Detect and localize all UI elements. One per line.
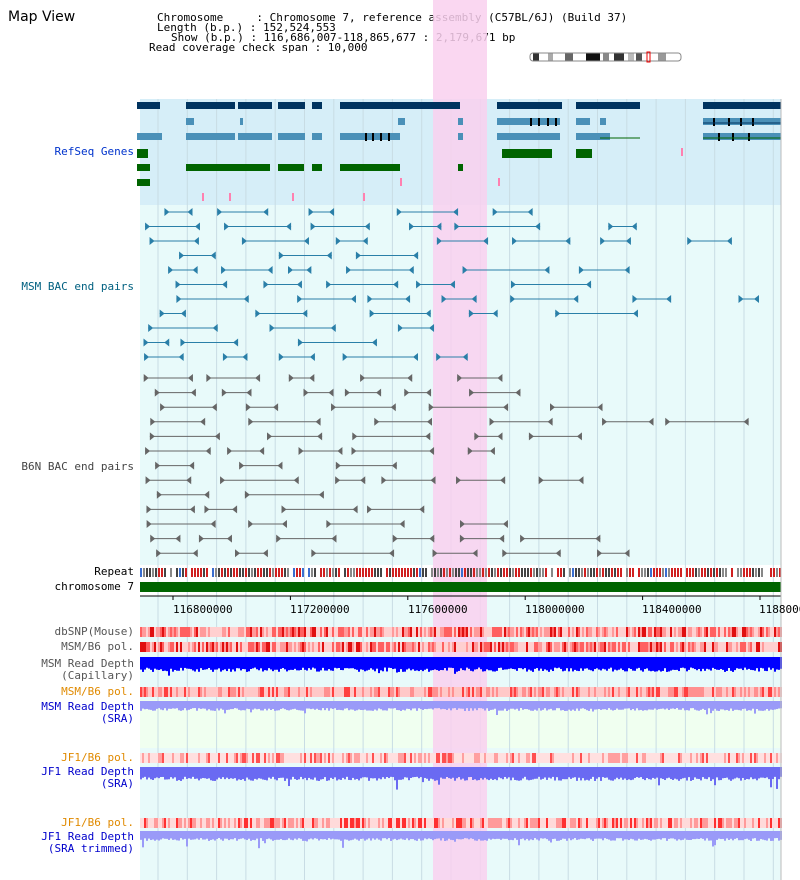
axis-tick-label: 118400000	[642, 603, 702, 616]
header-coverage: Read coverage check span : 10,000	[149, 41, 368, 54]
track-label-msm-b6-pol[interactable]: MSM/B6 pol.	[61, 640, 134, 653]
axis-tick-label: 117600000	[408, 603, 468, 616]
track-label-jf1-depth-sra[interactable]: JF1 Read Depth (SRA)	[41, 765, 134, 790]
track-label-msm-depth-capillary[interactable]: MSM Read Depth (Capillary)	[41, 657, 134, 682]
axis-tick-label: 118000000	[525, 603, 585, 616]
header-length: Length (b.p.) : 152,524,553	[157, 21, 336, 34]
track-label-dbsnp[interactable]: dbSNP(Mouse)	[54, 625, 134, 638]
track-label-jf1-b6-pol[interactable]: JF1/B6 pol.	[61, 751, 134, 764]
track-label-msm-b6-pol-sra[interactable]: MSM/B6 pol.	[61, 685, 134, 698]
track-label-jf1-b6-pol-trimmed[interactable]: JF1/B6 pol.	[61, 816, 134, 829]
track-label-msm-bac[interactable]: MSM BAC end pairs	[21, 280, 134, 293]
track-label-refseq[interactable]: RefSeq Genes	[54, 145, 134, 158]
track-label-msm-depth-sra[interactable]: MSM Read Depth (SRA)	[41, 700, 134, 725]
axis-tick-label: 118800000	[759, 603, 800, 616]
chromosome-bar	[140, 582, 781, 592]
page-title: Map View	[8, 9, 76, 25]
track-label-repeat[interactable]: Repeat	[94, 565, 134, 578]
axis-tick-label: 117200000	[290, 603, 350, 616]
track-label-jf1-depth-trimmed[interactable]: JF1 Read Depth (SRA trimmed)	[41, 830, 134, 855]
track-label-chromosome: chromosome 7	[54, 580, 134, 593]
track-label-b6n-bac[interactable]: B6N BAC end pairs	[21, 460, 134, 473]
axis-tick-label: 116800000	[173, 603, 233, 616]
highlight-region	[433, 0, 487, 880]
